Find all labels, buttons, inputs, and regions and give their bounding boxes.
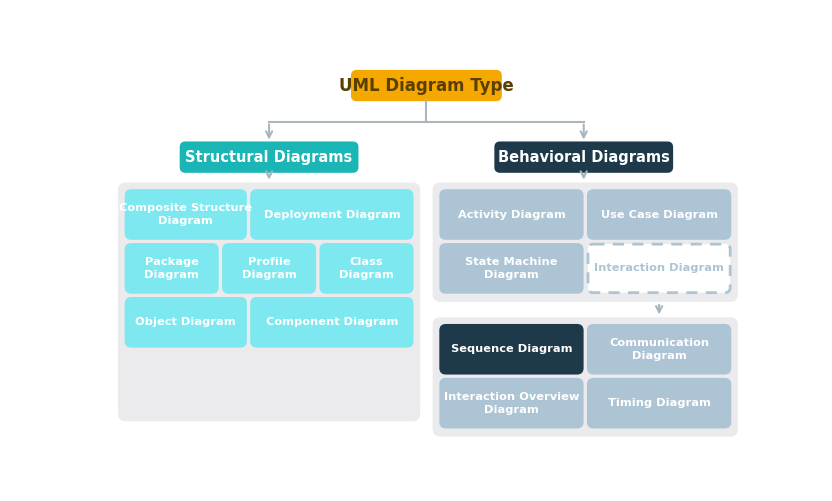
Text: State Machine
Diagram: State Machine Diagram (465, 257, 557, 280)
FancyBboxPatch shape (251, 298, 413, 347)
Text: Component Diagram: Component Diagram (265, 317, 398, 327)
FancyBboxPatch shape (440, 325, 582, 374)
FancyBboxPatch shape (588, 379, 730, 427)
FancyBboxPatch shape (118, 182, 420, 421)
FancyBboxPatch shape (433, 317, 738, 437)
FancyBboxPatch shape (126, 298, 245, 347)
FancyBboxPatch shape (440, 379, 582, 427)
Text: Package
Diagram: Package Diagram (144, 257, 199, 280)
Text: Use Case Diagram: Use Case Diagram (601, 209, 717, 219)
FancyBboxPatch shape (320, 244, 413, 293)
Text: Timing Diagram: Timing Diagram (607, 398, 711, 408)
FancyBboxPatch shape (251, 190, 413, 239)
FancyBboxPatch shape (440, 190, 582, 239)
Text: Profile
Diagram: Profile Diagram (242, 257, 296, 280)
Text: Activity Diagram: Activity Diagram (458, 209, 565, 219)
FancyBboxPatch shape (440, 244, 582, 293)
Text: Communication
Diagram: Communication Diagram (609, 338, 709, 361)
FancyBboxPatch shape (588, 190, 730, 239)
Text: Interaction Overview
Diagram: Interaction Overview Diagram (443, 392, 579, 414)
FancyBboxPatch shape (181, 142, 358, 172)
FancyBboxPatch shape (495, 142, 672, 172)
Text: Class
Diagram: Class Diagram (339, 257, 394, 280)
FancyBboxPatch shape (126, 244, 218, 293)
Text: Structural Diagrams: Structural Diagrams (186, 150, 353, 165)
Text: Sequence Diagram: Sequence Diagram (451, 344, 572, 354)
FancyBboxPatch shape (352, 71, 501, 100)
Text: Behavioral Diagrams: Behavioral Diagrams (498, 150, 670, 165)
FancyBboxPatch shape (588, 244, 730, 293)
Text: Interaction Diagram: Interaction Diagram (594, 264, 724, 274)
Text: Deployment Diagram: Deployment Diagram (264, 209, 400, 219)
Text: Composite Structure
Diagram: Composite Structure Diagram (119, 203, 252, 226)
FancyBboxPatch shape (126, 190, 245, 239)
Text: UML Diagram Type: UML Diagram Type (339, 77, 514, 95)
FancyBboxPatch shape (433, 182, 738, 302)
Text: Object Diagram: Object Diagram (136, 317, 236, 327)
FancyBboxPatch shape (588, 325, 730, 374)
FancyBboxPatch shape (223, 244, 315, 293)
